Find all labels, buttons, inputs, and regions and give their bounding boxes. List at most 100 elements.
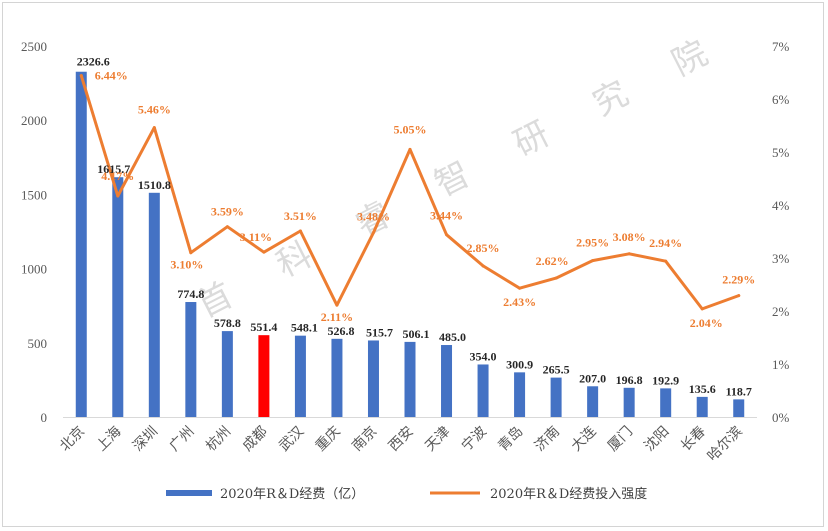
bar	[660, 388, 672, 417]
line-value-label: 2.62%	[536, 254, 569, 268]
line-value-label: 2.95%	[576, 236, 609, 250]
line-point	[371, 231, 375, 235]
bar-series	[75, 71, 745, 418]
line-value-label: 5.05%	[394, 122, 427, 136]
line-value-label: 3.08%	[613, 230, 646, 244]
y-right-tick-label: 5%	[772, 145, 790, 160]
x-category-label: 杭州	[203, 424, 234, 455]
bar	[733, 399, 745, 417]
x-category-label: 武汉	[276, 424, 307, 455]
y-right-tick-label: 1%	[772, 357, 790, 372]
y-right-tick-label: 0%	[772, 410, 790, 425]
line-value-label: 5.46%	[138, 103, 171, 117]
line-point	[518, 286, 522, 290]
x-category-label: 上海	[94, 424, 125, 455]
line-point	[445, 233, 449, 237]
bar	[112, 177, 124, 417]
y-right-tick-label: 4%	[772, 198, 790, 213]
line-value-label: 2.85%	[467, 241, 500, 255]
bar-value-label: 548.1	[291, 321, 318, 335]
x-category-label: 厦门	[605, 424, 636, 455]
line-point	[262, 250, 266, 254]
y-right-tick-label: 7%	[772, 39, 790, 54]
x-category-label: 广州	[167, 424, 198, 455]
line-point	[116, 194, 120, 198]
bar-value-label: 1510.8	[138, 178, 171, 192]
bar-value-label: 135.6	[689, 382, 716, 396]
bar-value-label: 265.5	[543, 363, 570, 377]
line-point	[225, 225, 229, 229]
line-point	[700, 307, 704, 311]
legend: 2020年R＆D经费（亿） 2020年R＆D经费投入强度	[166, 486, 647, 502]
line-value-label: 3.11%	[240, 230, 272, 244]
x-category-label: 哈尔滨	[705, 424, 746, 465]
line-point	[591, 259, 595, 263]
bar-value-label: 1615.7	[97, 162, 130, 176]
bar	[550, 377, 562, 417]
x-category-label: 大连	[568, 424, 599, 455]
bar	[75, 71, 87, 418]
line-point	[408, 147, 412, 151]
line-value-label: 3.51%	[284, 209, 317, 223]
line-point	[152, 126, 156, 130]
y-left-tick-label: 1000	[21, 262, 47, 277]
line-point	[481, 264, 485, 268]
x-category-label: 南京	[349, 424, 380, 455]
bar-value-label: 354.0	[470, 349, 497, 363]
x-category-label: 西安	[386, 424, 417, 455]
bar	[404, 341, 416, 417]
bar-value-label: 485.0	[439, 330, 466, 344]
bar	[441, 345, 453, 417]
line-point	[554, 276, 558, 280]
y-right-tick-label: 2%	[772, 304, 790, 319]
bar	[185, 302, 197, 417]
legend-bar-swatch	[166, 490, 212, 496]
line-value-label: 3.48%	[357, 210, 390, 224]
x-category-label: 重庆	[313, 424, 344, 455]
x-category-label: 青岛	[495, 424, 526, 455]
line-value-label: 2.04%	[690, 316, 723, 330]
bar-value-label: 207.0	[579, 371, 606, 385]
bar	[148, 192, 160, 417]
bar-value-label: 2326.6	[77, 55, 110, 69]
line-value-label: 4.17%	[101, 169, 134, 183]
line-value-label: 2.29%	[722, 273, 755, 287]
bar-value-label: 526.8	[327, 324, 354, 338]
x-category-label: 宁波	[458, 423, 490, 455]
line-value-label: 3.10%	[170, 258, 203, 272]
y-left-tick-label: 2500	[21, 39, 47, 54]
line-value-label: 2.43%	[503, 295, 536, 309]
bar-value-label: 774.8	[177, 287, 204, 301]
line-point	[737, 294, 741, 298]
line-point	[335, 303, 339, 307]
bar-value-label: 506.1	[403, 327, 430, 341]
bar	[331, 338, 343, 417]
y-left-tick-label: 1500	[21, 187, 47, 202]
bar	[477, 364, 489, 417]
legend-line-label: 2020年R＆D经费投入强度	[490, 486, 647, 502]
x-category-label: 成都	[240, 424, 271, 455]
x-category-label: 深圳	[130, 424, 161, 455]
line-value-label: 6.44%	[95, 69, 128, 83]
y-right-tick-label: 3%	[772, 251, 790, 266]
line-value-label: 2.11%	[321, 310, 353, 324]
bar	[221, 331, 233, 417]
line-value-label: 3.59%	[211, 205, 244, 219]
line-point	[79, 74, 83, 78]
x-category-label: 沈阳	[641, 424, 672, 455]
y-right-tick-label: 6%	[772, 92, 790, 107]
line-series	[79, 74, 741, 311]
bar-value-label: 578.8	[214, 316, 241, 330]
bar	[258, 335, 270, 417]
line-point	[664, 259, 668, 263]
watermark: 首 科 睿 智 研 究 院	[191, 23, 734, 326]
bar	[623, 387, 635, 417]
line-value-label: 2.94%	[649, 236, 682, 250]
data-labels: 2326.6 1615.7 1510.8 774.8 578.8 551.4 548.1 52…	[77, 55, 755, 399]
bar-value-label: 300.9	[506, 357, 533, 371]
x-category-label: 长春	[678, 424, 709, 455]
y-left-tick-label: 2000	[21, 113, 47, 128]
line-point	[627, 252, 631, 256]
